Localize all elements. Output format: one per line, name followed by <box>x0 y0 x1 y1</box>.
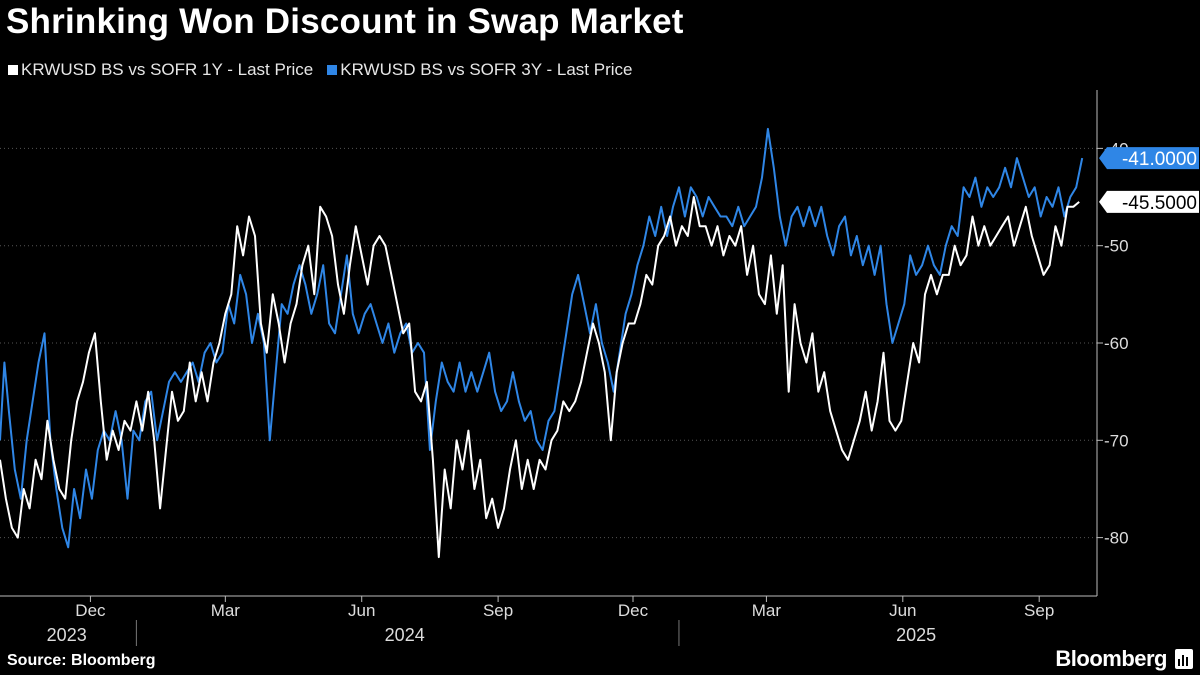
legend-label-1y: KRWUSD BS vs SOFR 1Y - Last Price <box>21 60 314 79</box>
x-tick-label: Jun <box>889 601 916 620</box>
legend-item-1y: KRWUSD BS vs SOFR 1Y - Last Price <box>8 60 313 80</box>
last-value-badge-1y <box>1099 190 1199 213</box>
last-value-badge-3y <box>1099 147 1199 170</box>
x-tick-label: Sep <box>483 601 513 620</box>
last-value-label-3y: -41.0000 <box>1122 149 1197 170</box>
series-line-3y <box>0 127 1084 549</box>
y-tick-label: -80 <box>1104 529 1129 548</box>
chart-legend: KRWUSD BS vs SOFR 1Y - Last Price KRWUSD… <box>8 60 632 80</box>
source-note: Source: Bloomberg <box>7 652 156 669</box>
legend-swatch-1y <box>8 65 18 75</box>
x-year-label: 2023 <box>47 625 87 645</box>
last-value-label-1y: -45.5000 <box>1122 193 1197 214</box>
series-line-1y <box>0 196 1080 559</box>
x-tick-label: Jun <box>348 601 375 620</box>
x-tick-label: Dec <box>75 601 106 620</box>
legend-swatch-3y <box>327 65 338 75</box>
x-tick-label: Mar <box>752 601 782 620</box>
x-tick-label: Sep <box>1024 601 1054 620</box>
x-tick-label: Mar <box>211 601 241 620</box>
x-year-label: 2025 <box>896 625 936 645</box>
y-tick-label: -50 <box>1104 237 1129 256</box>
x-year-label: 2024 <box>385 625 425 645</box>
bloomberg-chart-icon <box>1175 649 1193 669</box>
y-tick-label: -60 <box>1104 334 1129 353</box>
chart-title: Shrinking Won Discount in Swap Market <box>6 2 684 41</box>
y-tick-label: -70 <box>1104 431 1129 450</box>
legend-item-3y: KRWUSD BS vs SOFR 3Y - Last Price <box>327 60 632 80</box>
bloomberg-wordmark: Bloomberg <box>1055 646 1167 671</box>
x-tick-label: Dec <box>618 601 649 620</box>
legend-label-3y: KRWUSD BS vs SOFR 3Y - Last Price <box>340 60 633 79</box>
